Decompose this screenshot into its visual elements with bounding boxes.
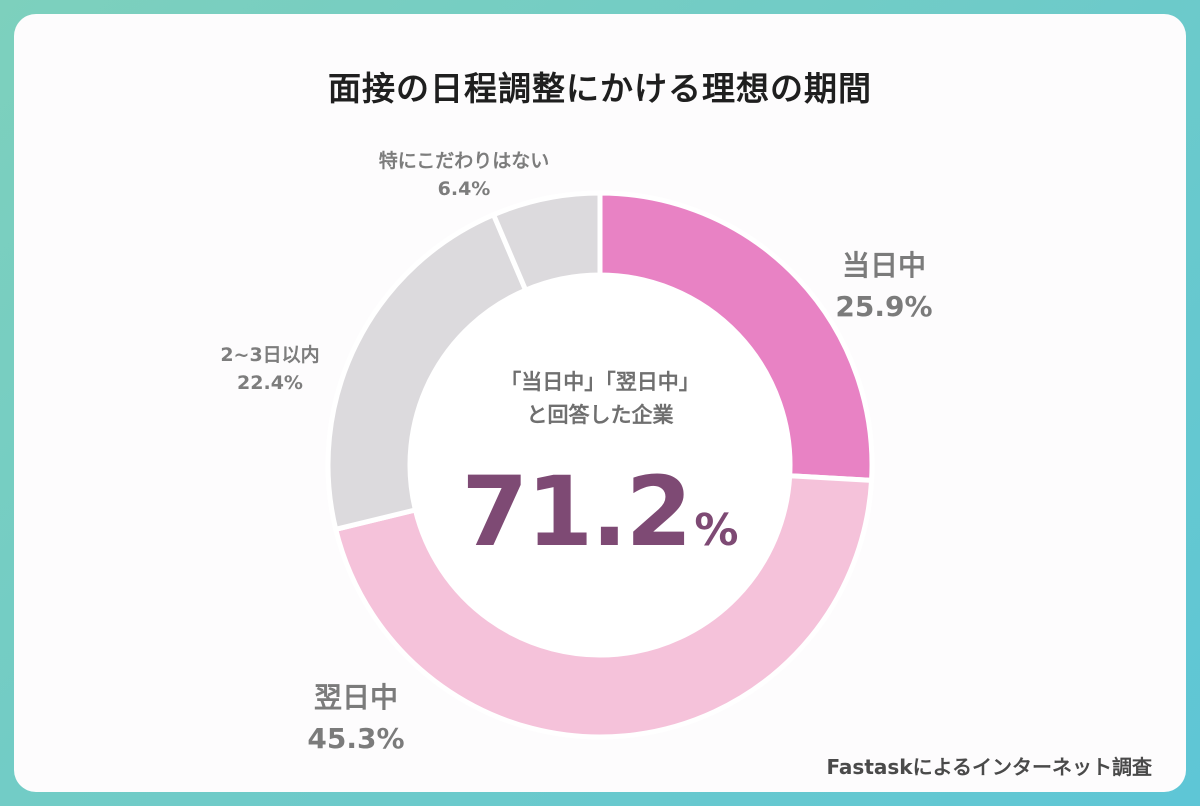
center-value-number: 71.2 <box>461 456 693 568</box>
center-note: 「当日中」「翌日中」 と回答した企業 <box>450 366 750 431</box>
center-value: 71.2% <box>450 456 750 568</box>
label-two-three-days: 2~3日以内 22.4% <box>210 342 330 397</box>
source-note: Fastaskによるインターネット調査 <box>826 755 1152 779</box>
label-next-day-name: 翌日中 <box>313 681 398 714</box>
label-no-preference-pct: 6.4% <box>437 177 491 200</box>
chart-card: 面接の日程調整にかける理想の期間 当日中 25.9% 翌日中 45.3% 2~3… <box>14 14 1186 792</box>
label-same-day: 当日中 25.9% <box>814 246 954 327</box>
donut-chart <box>325 190 875 740</box>
label-two-three-days-name: 2~3日以内 <box>220 344 320 366</box>
label-no-preference: 特にこだわりはない 6.4% <box>354 148 574 203</box>
label-same-day-name: 当日中 <box>841 249 926 282</box>
label-no-preference-name: 特にこだわりはない <box>378 150 550 172</box>
center-value-unit: % <box>694 505 739 556</box>
label-next-day-pct: 45.3% <box>307 721 405 755</box>
center-note-line1: 「当日中」「翌日中」 <box>500 370 700 394</box>
label-next-day: 翌日中 45.3% <box>286 678 426 759</box>
chart-title: 面接の日程調整にかける理想の期間 <box>328 69 872 108</box>
donut-hole <box>410 275 790 655</box>
label-two-three-days-pct: 22.4% <box>237 371 303 394</box>
center-note-line2: と回答した企業 <box>526 402 674 427</box>
label-same-day-pct: 25.9% <box>835 289 933 323</box>
